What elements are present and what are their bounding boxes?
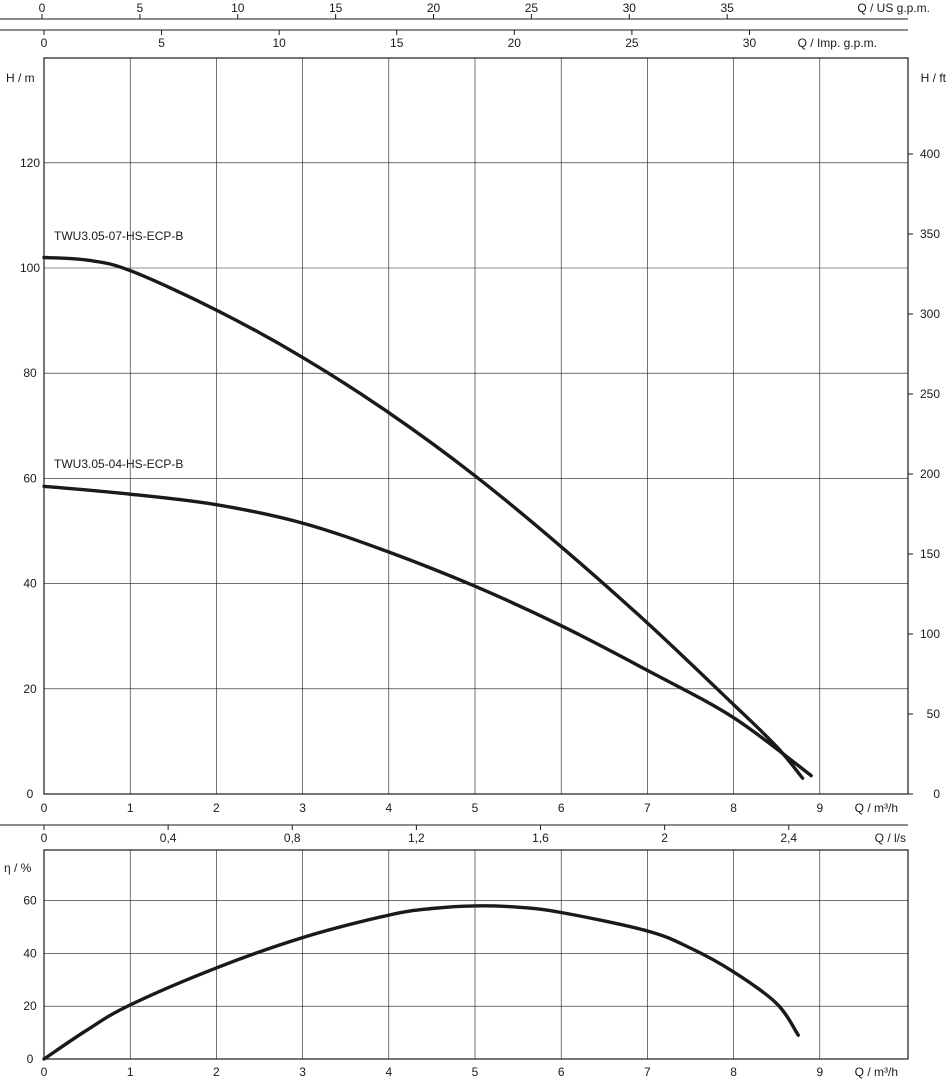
eff-q-tick-label: 0 — [41, 1065, 48, 1079]
us-gpm-tick-label: 25 — [525, 1, 539, 15]
imp-gpm-tick-label: 15 — [390, 36, 404, 50]
head-m-tick-label: 80 — [23, 366, 37, 380]
head-ft-tick-label: 150 — [920, 547, 940, 561]
eff-tick-label: 0 — [27, 1052, 34, 1066]
imp-gpm-tick-label: 25 — [625, 36, 639, 50]
head-ft-tick-label: 100 — [920, 627, 940, 641]
head-q-axis-label: Q / m³/h — [855, 801, 898, 815]
eff-q-tick-label: 6 — [558, 1065, 565, 1079]
head-q-tick-label: 3 — [299, 801, 306, 815]
ls-tick-label: 2,4 — [780, 831, 797, 845]
imp-gpm-tick-label: 5 — [158, 36, 165, 50]
ls-tick-label: 0,4 — [160, 831, 177, 845]
eff-q-tick-label: 3 — [299, 1065, 306, 1079]
imp-gpm-tick-label: 20 — [508, 36, 522, 50]
efficiency-panel: 0 20 40 60 η / % 0 1 2 3 4 5 6 7 8 9 Q / m³/h — [4, 849, 909, 1079]
curve-twu3-05-07 — [42, 255, 805, 780]
head-ft-tick-label: 250 — [920, 387, 940, 401]
curve-twu3-05-04 — [42, 484, 813, 778]
head-q-tick-label: 8 — [730, 801, 737, 815]
eff-axis-label: η / % — [4, 861, 32, 875]
imp-gpm-axis-label: Q / Imp. g.p.m. — [798, 36, 877, 50]
head-q-tick-label: 2 — [213, 801, 220, 815]
eff-tick-label: 20 — [23, 999, 37, 1013]
head-m-tick-label: 100 — [20, 261, 40, 275]
eff-tick-label: 40 — [23, 946, 37, 960]
us-gpm-tick-label: 35 — [720, 1, 734, 15]
head-q-tick-label: 7 — [644, 801, 651, 815]
head-ft-tick-label: 350 — [920, 227, 940, 241]
head-m-tick-label: 60 — [23, 471, 37, 485]
top-axis-us-gpm: 0 5 10 15 20 25 30 35 Q / US g.p.m. — [0, 1, 930, 20]
ls-tick-label: 1,2 — [408, 831, 425, 845]
eff-q-tick-label: 8 — [730, 1065, 737, 1079]
head-q-tick-label: 4 — [385, 801, 392, 815]
head-m-axis-label: H / m — [6, 71, 35, 85]
imp-gpm-tick-label: 30 — [743, 36, 757, 50]
series-label-twu3-05-04: TWU3.05-04-HS-ECP-B — [54, 457, 183, 471]
eff-q-tick-label: 2 — [213, 1065, 220, 1079]
head-q-tick-label: 0 — [41, 801, 48, 815]
eff-q-tick-label: 4 — [385, 1065, 392, 1079]
imp-gpm-tick-label: 10 — [272, 36, 286, 50]
head-ft-tick-label: 200 — [920, 467, 940, 481]
eff-q-tick-label: 5 — [472, 1065, 479, 1079]
us-gpm-axis-label: Q / US g.p.m. — [857, 1, 930, 15]
us-gpm-tick-label: 5 — [137, 1, 144, 15]
ls-tick-label: 0 — [41, 831, 48, 845]
head-q-tick-label: 9 — [816, 801, 823, 815]
series-label-twu3-05-07: TWU3.05-07-HS-ECP-B — [54, 229, 183, 243]
head-ft-tick-label: 400 — [920, 147, 940, 161]
us-gpm-tick-label: 10 — [231, 1, 245, 15]
eff-q-tick-label: 9 — [816, 1065, 823, 1079]
head-m-tick-label: 0 — [27, 787, 34, 801]
ls-axis-label: Q / l/s — [875, 831, 906, 845]
ls-tick-label: 1,6 — [532, 831, 549, 845]
head-ft-tick-label: 50 — [927, 707, 941, 721]
top-axis-imp-gpm: 0 5 10 15 20 25 30 Q / Imp. g.p.m. — [0, 29, 908, 50]
head-ft-tick-label: 300 — [920, 307, 940, 321]
us-gpm-tick-label: 20 — [427, 1, 441, 15]
head-q-tick-label: 6 — [558, 801, 565, 815]
ls-tick-label: 0,8 — [284, 831, 301, 845]
head-plot-frame — [43, 57, 909, 795]
head-q-tick-label: 1 — [127, 801, 134, 815]
us-gpm-tick-label: 30 — [623, 1, 637, 15]
curve-efficiency — [42, 904, 800, 1061]
head-m-tick-label: 120 — [20, 156, 40, 170]
imp-gpm-tick-label: 0 — [41, 36, 48, 50]
ls-tick-label: 2 — [661, 831, 668, 845]
axis-l-per-s: 0 0,4 0,8 1,2 1,6 2 2,4 Q / l/s — [0, 824, 908, 845]
eff-plot-frame — [43, 849, 909, 1060]
eff-q-axis-label: Q / m³/h — [855, 1065, 898, 1079]
head-ft-tick-label: 0 — [933, 787, 940, 801]
head-m-tick-label: 20 — [23, 682, 37, 696]
head-ft-axis-label: H / ft — [921, 71, 947, 85]
eff-q-tick-label: 1 — [127, 1065, 134, 1079]
head-m-tick-label: 40 — [23, 577, 37, 591]
eff-tick-label: 60 — [23, 894, 37, 908]
us-gpm-tick-label: 0 — [39, 1, 46, 15]
head-q-tick-label: 5 — [472, 801, 479, 815]
eff-q-tick-label: 7 — [644, 1065, 651, 1079]
us-gpm-tick-label: 15 — [329, 1, 343, 15]
